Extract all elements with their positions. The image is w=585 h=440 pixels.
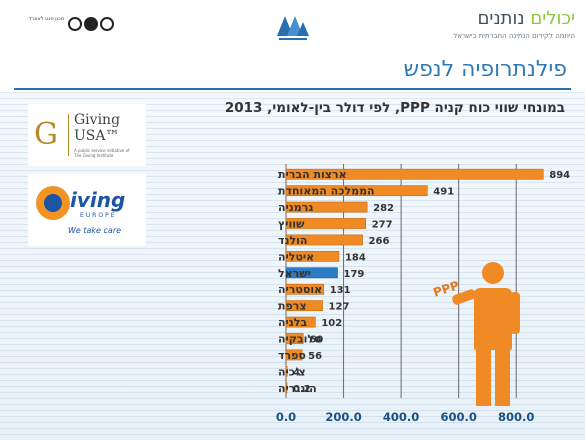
giving-europe-logo: iving EUROPE We take care <box>28 174 146 246</box>
giving-europe-swoosh-icon <box>36 186 70 220</box>
person-figure-icon <box>451 262 530 412</box>
category-label-4: הולנד <box>278 234 307 247</box>
value-label-11: 56 <box>308 351 322 362</box>
brand-name: נותנים <box>477 8 525 29</box>
title-band <box>0 52 585 90</box>
category-label-5: איטליה <box>278 250 314 263</box>
x-tick-label-2: 400.0 <box>383 410 419 424</box>
category-label-12: צ'כיה <box>278 365 306 378</box>
giving-usa-logo: G Giving USA™ A public service initiativ… <box>28 104 146 166</box>
value-label-10: 60 <box>309 335 323 346</box>
giving-europe-tagline: We take care <box>68 226 122 235</box>
category-label-2: גרמניה <box>278 201 313 214</box>
value-label-1: 491 <box>433 187 454 198</box>
category-label-3: שוויץ <box>278 218 305 231</box>
x-tick-label-0: 0.0 <box>276 410 296 424</box>
brand-logo: יכולים נותנים <box>477 8 575 29</box>
category-label-9: בלגיה <box>278 316 307 329</box>
bar-0 <box>285 168 544 180</box>
bar-3 <box>285 218 367 229</box>
bar-8 <box>285 300 323 312</box>
value-label-13: 0.2 <box>293 384 311 395</box>
giving-usa-line1: Giving <box>74 112 121 128</box>
x-tick-label-1: 200.0 <box>325 410 361 424</box>
bar-11 <box>285 349 303 361</box>
figure-leg-right <box>495 348 510 406</box>
bar-9 <box>285 316 316 328</box>
figure-leg-left <box>476 348 491 406</box>
giving-usa-wordmark: Giving USA™ <box>74 112 120 144</box>
institute-emblem-icon <box>277 16 309 40</box>
category-label-11: ספרד <box>278 349 306 362</box>
title-divider <box>14 88 571 90</box>
bar-2 <box>285 201 368 213</box>
value-label-3: 277 <box>372 220 393 231</box>
bar-7 <box>285 283 324 295</box>
category-label-1: הממלכה המאוחדת <box>278 185 375 198</box>
category-label-13: הונגריה <box>278 382 317 395</box>
figure-arm-right <box>510 292 520 334</box>
giving-europe-name: iving <box>70 188 126 212</box>
x-tick-label-3: 600.0 <box>440 410 476 424</box>
partner-logo-text: מכון סנט לאונרד <box>28 16 64 22</box>
page-title: פילנתרופיה לנפש <box>403 57 567 82</box>
giving-europe-sub: EUROPE <box>80 212 117 219</box>
value-label-2: 282 <box>373 203 394 214</box>
value-label-6: 179 <box>344 269 365 280</box>
value-label-12: 4 <box>293 367 300 378</box>
category-label-0: ארצות הברית <box>278 168 347 181</box>
bar-12 <box>285 365 288 377</box>
bar-1 <box>285 185 428 197</box>
dot-logo-icon <box>84 17 98 31</box>
giving-usa-mark: G <box>34 117 58 152</box>
giving-usa-separator <box>68 114 69 156</box>
category-label-8: צרפת <box>278 300 307 313</box>
value-label-8: 127 <box>329 302 350 313</box>
brand-accent: יכולים <box>530 8 575 29</box>
giving-usa-small-print: A public service initiative of The Givin… <box>74 148 130 158</box>
chart-title: במונחי שווי כוח קניה PPP, לפי דולר בין-ל… <box>224 100 565 116</box>
value-label-0: 894 <box>549 170 570 181</box>
value-label-9: 102 <box>321 318 342 329</box>
ring-logo-icon <box>68 17 82 31</box>
figure-head <box>482 262 504 284</box>
brand-tagline: היוזמה לקידום הנתינה החברתית בישראל <box>453 32 575 40</box>
bar-10 <box>285 333 304 344</box>
value-label-7: 131 <box>330 285 351 296</box>
figure-body <box>474 288 512 350</box>
x-tick-label-4: 800.0 <box>498 410 534 424</box>
value-label-4: 266 <box>369 236 390 247</box>
category-label-6: ישראל <box>278 267 311 280</box>
header: מכון סנט לאונרד יכולים נותנים היוזמה לקי… <box>0 0 585 52</box>
bar-13 <box>285 382 288 394</box>
bar-6 <box>285 267 338 279</box>
bar-5 <box>285 250 340 262</box>
giving-usa-line2: USA™ <box>74 128 120 144</box>
category-label-7: אוסטריה <box>278 283 322 296</box>
partner-logos: מכון סנט לאונרד <box>12 14 122 36</box>
category-label-10: סלובקיה <box>278 333 322 346</box>
bar-4 <box>285 234 363 246</box>
value-label-5: 184 <box>345 252 366 263</box>
circle-logo-icon <box>100 17 114 31</box>
